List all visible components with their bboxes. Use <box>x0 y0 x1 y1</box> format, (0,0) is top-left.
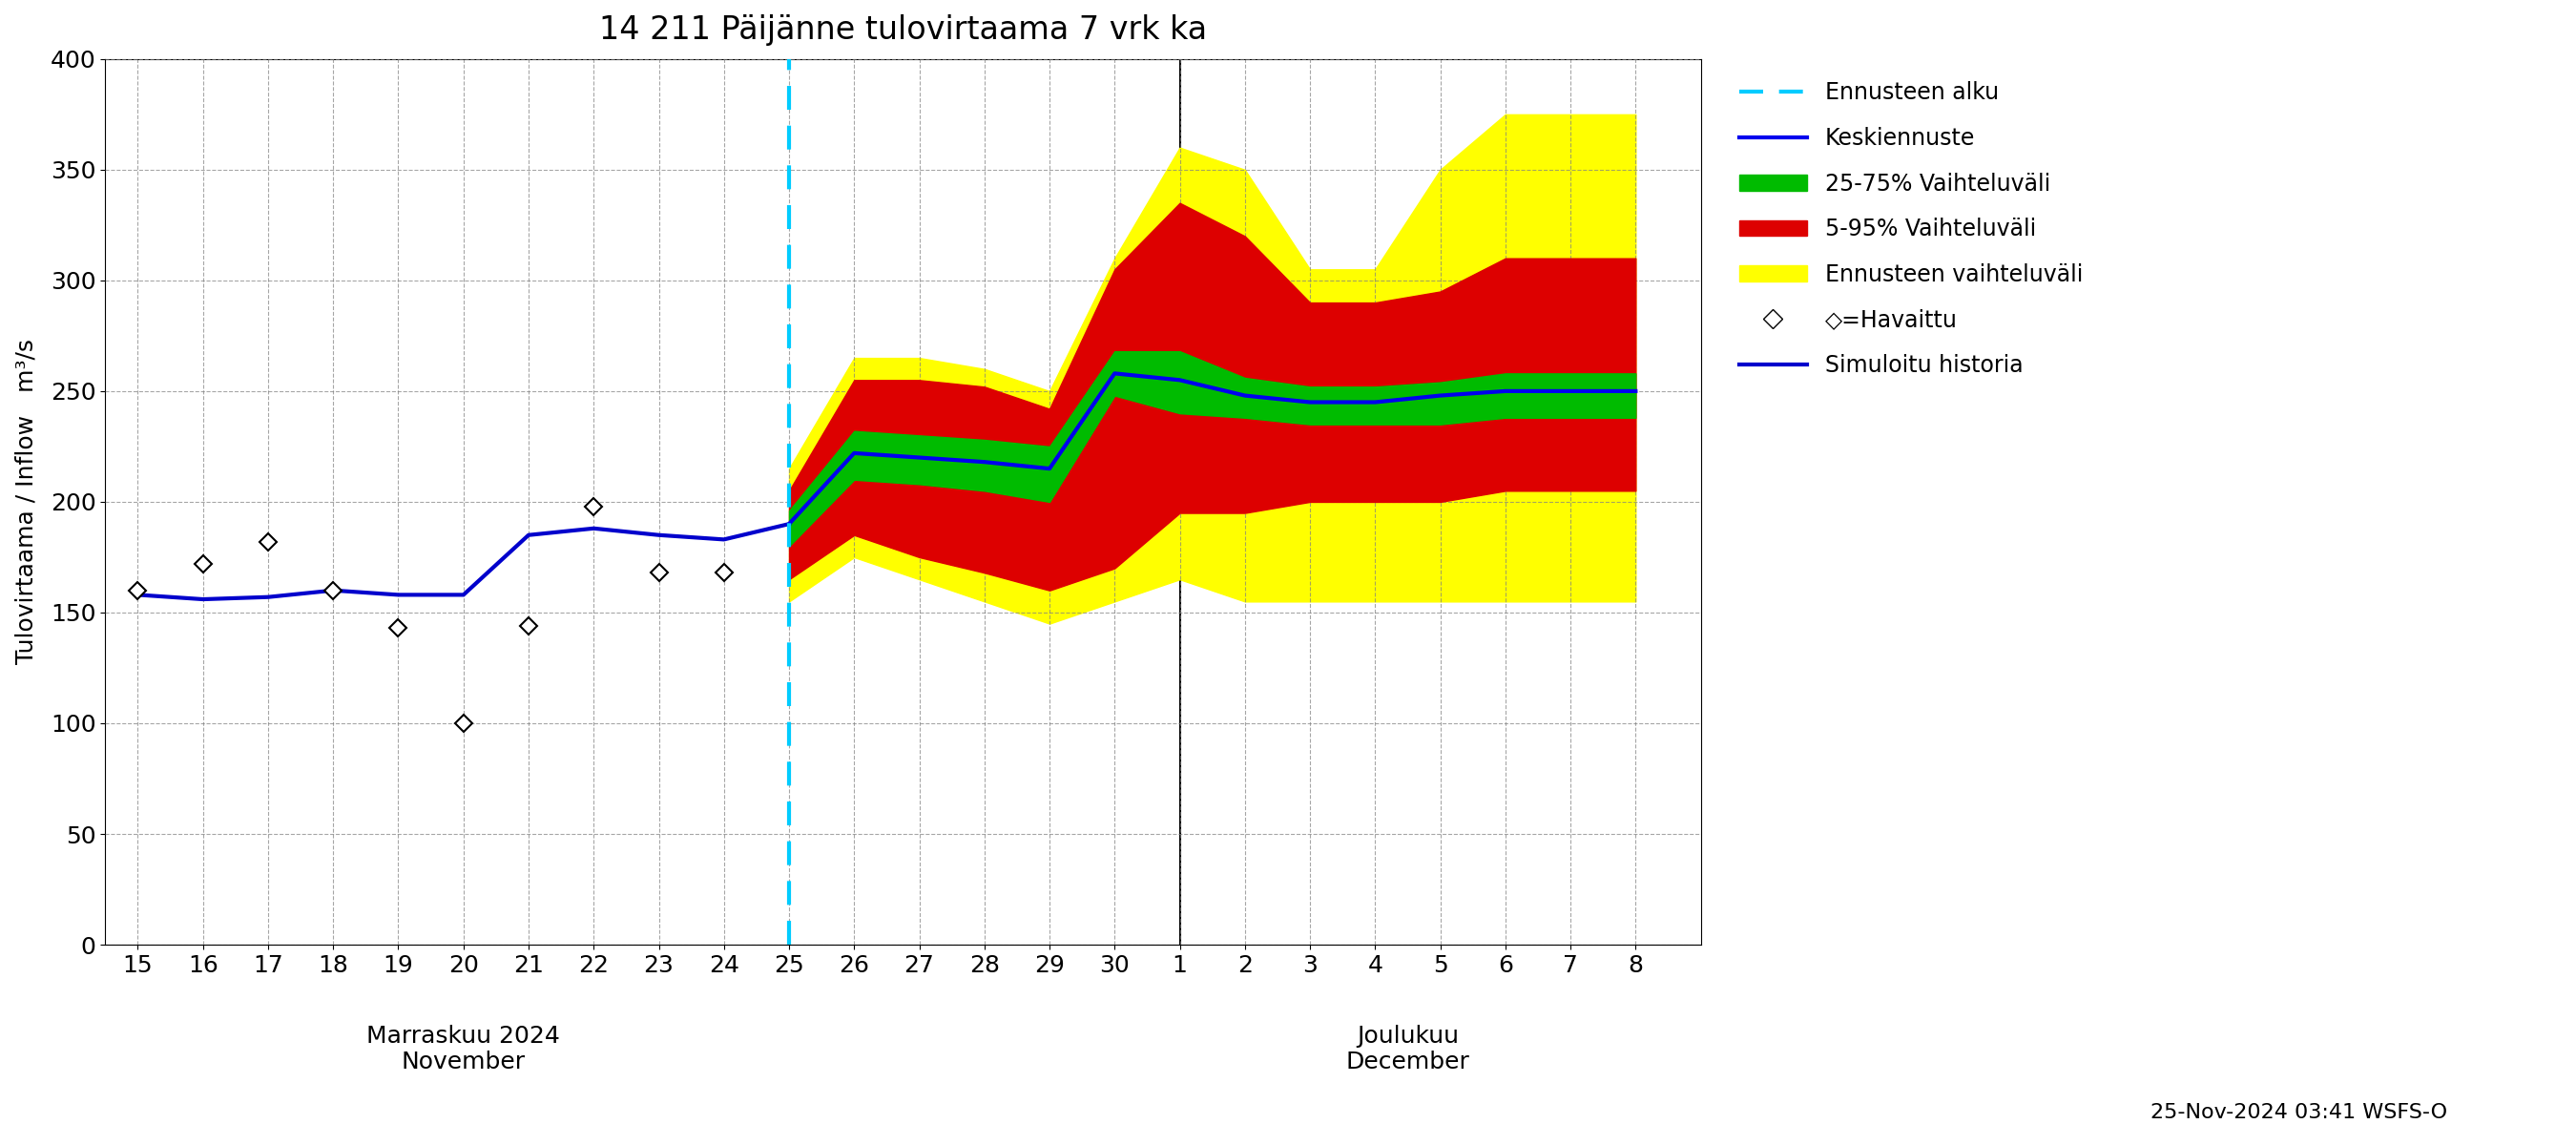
Text: Marraskuu 2024
November: Marraskuu 2024 November <box>366 1025 559 1074</box>
Legend: Ennusteen alku, Keskiennuste, 25-75% Vaihteluväli, 5-95% Vaihteluväli, Ennusteen: Ennusteen alku, Keskiennuste, 25-75% Vai… <box>1728 70 2094 388</box>
Title: 14 211 Päijänne tulovirtaama 7 vrk ka: 14 211 Päijänne tulovirtaama 7 vrk ka <box>600 14 1208 46</box>
Text: Joulukuu
December: Joulukuu December <box>1345 1025 1471 1074</box>
Text: 25-Nov-2024 03:41 WSFS-O: 25-Nov-2024 03:41 WSFS-O <box>2151 1103 2447 1122</box>
Y-axis label: Tulovirtaama / Inflow   m³/s: Tulovirtaama / Inflow m³/s <box>15 339 36 664</box>
